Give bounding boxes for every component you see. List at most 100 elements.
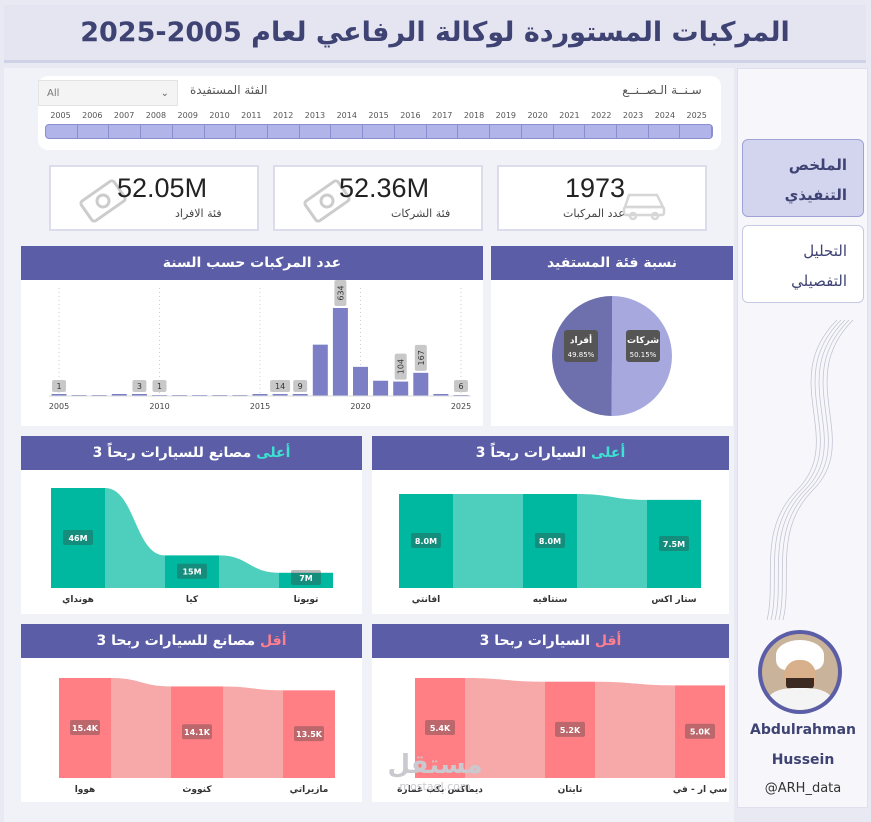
beneficiary-label: الفئة المستفيدة <box>190 83 268 97</box>
bar <box>332 308 348 396</box>
data-label: 14.1K <box>184 728 211 737</box>
x-tick-label: 2005 <box>49 402 69 411</box>
year-cell[interactable] <box>458 125 491 138</box>
nav-detailed-line2: التفصيلي <box>791 272 847 290</box>
bar <box>399 494 453 588</box>
low-cars-header: 3 السيارات ربحا أقل <box>372 624 729 658</box>
bar <box>523 494 577 588</box>
year-cell[interactable] <box>331 125 364 138</box>
data-label-box <box>291 570 321 585</box>
bar <box>252 394 268 396</box>
pie-value: 50.15% <box>630 351 657 359</box>
year-slicer[interactable] <box>45 124 713 139</box>
data-label-box <box>294 726 324 742</box>
year-label: 2019 <box>495 111 516 120</box>
year-cell[interactable] <box>109 125 142 138</box>
bar <box>415 678 465 778</box>
nav-detailed[interactable]: التحليل التفصيلي <box>742 225 864 303</box>
data-label: 9 <box>298 382 303 391</box>
bar <box>545 681 595 778</box>
bar <box>131 394 147 396</box>
year-label: 2025 <box>686 111 707 120</box>
low-makers-chart: 15.4K هووا 14.1K كنووث 13.5K مازيراتي <box>59 678 335 795</box>
year-cell[interactable] <box>585 125 617 138</box>
year-cell[interactable] <box>522 125 554 138</box>
top-cars-panel: 3 السيارات ربحاً أعلى 8.0M افانتي 8.0M سنتا… <box>372 436 729 614</box>
pie-value: 49.85% <box>568 351 595 359</box>
kpi-vehicles-label: عدد المركبات <box>563 207 625 220</box>
year-label: 2022 <box>591 111 612 120</box>
year-cell[interactable] <box>205 125 237 138</box>
year-label: 2008 <box>145 111 167 120</box>
year-cell[interactable] <box>78 125 110 138</box>
year-cell[interactable] <box>680 125 713 138</box>
low-cars-panel: 3 السيارات ربحا أقل 5.4K ديماكس بكب غمارة… <box>372 624 729 802</box>
data-label: 6 <box>458 382 463 391</box>
low-makers-header: 3 مصانع للسيارات ربحا أقل <box>21 624 362 658</box>
year-label: 2010 <box>209 111 230 120</box>
year-cell[interactable] <box>141 125 173 138</box>
year-label: 2006 <box>82 111 103 120</box>
bar <box>165 555 219 588</box>
data-label-box <box>63 530 93 545</box>
bar <box>59 678 111 778</box>
year-cell[interactable] <box>46 125 78 138</box>
year-label: 2024 <box>654 111 676 120</box>
year-label: 2016 <box>400 111 421 120</box>
ribbon-connector <box>219 555 279 588</box>
year-cell[interactable] <box>649 125 681 138</box>
category-label: افانتي <box>412 595 441 605</box>
year-cell[interactable] <box>300 125 332 138</box>
bar <box>373 380 389 396</box>
year-cell[interactable] <box>173 125 205 138</box>
data-label: 1 <box>157 382 162 391</box>
ribbon-connector <box>111 678 171 778</box>
low-makers-title-post: 3 مصانع للسيارات ربحا <box>96 633 256 649</box>
top-cars-header: 3 السيارات ربحاً أعلى <box>372 436 729 470</box>
ribbon-connector <box>105 488 165 588</box>
year-cell[interactable] <box>554 125 586 138</box>
bar <box>171 686 223 778</box>
watermark-ar: مستقل <box>387 750 483 780</box>
data-label-box <box>685 723 715 739</box>
by-year-header: عدد المركبات حسب السنة <box>21 246 483 280</box>
title-bar: المركبات المستوردة لوكالة الرفاعي لعام 2… <box>4 5 866 63</box>
year-cell[interactable] <box>268 125 300 138</box>
data-label: 8.0M <box>415 537 437 546</box>
kpi-vehicles: 1973 عدد المركبات <box>497 165 707 231</box>
data-label-box <box>270 380 291 392</box>
data-label: 7M <box>299 574 313 583</box>
year-cell[interactable] <box>617 125 649 138</box>
kpi-individuals-label: فئة الافراد <box>175 207 222 220</box>
year-cell[interactable] <box>427 125 459 138</box>
data-label: 167 <box>417 350 426 365</box>
bar <box>279 572 333 588</box>
by-year-panel: عدد المركبات حسب السنة 1 3 1 14 9 634 104 167 6 2… <box>21 246 483 426</box>
data-label-box <box>414 344 427 371</box>
kpi-vehicles-value: 1973 <box>565 173 626 203</box>
data-label: 3 <box>137 382 142 391</box>
year-cell[interactable] <box>395 125 427 138</box>
pie-label-box <box>626 330 660 362</box>
nav-exec-summary-line2: التنفيذي <box>784 186 847 204</box>
data-label: 5.2K <box>560 726 581 735</box>
dropdown-value: All <box>47 87 60 99</box>
top-makers-header: 3 مصانع للسيارات ربحاً أعلى <box>21 436 362 470</box>
year-cell[interactable] <box>363 125 395 138</box>
bar <box>111 394 127 396</box>
year-cell[interactable] <box>490 125 522 138</box>
low-makers-title-pre: أقل <box>260 633 287 649</box>
top-makers-panel: 3 مصانع للسيارات ربحاً أعلى 46M هونداي 15M… <box>21 436 362 614</box>
top-makers-title-pre: أعلى <box>256 445 291 461</box>
nav-exec-summary-line1: الملخص <box>788 156 847 174</box>
bar <box>51 394 67 396</box>
data-label-box <box>334 280 347 306</box>
data-label: 1 <box>56 382 61 391</box>
year-cell[interactable] <box>236 125 269 138</box>
beneficiary-dropdown[interactable]: All ⌄ <box>38 80 178 106</box>
ribbon-connector <box>595 681 675 778</box>
bar <box>433 394 449 396</box>
nav-exec-summary[interactable]: الملخص التنفيذي <box>742 139 864 217</box>
year-label: 2015 <box>368 111 389 120</box>
bar <box>393 381 409 396</box>
